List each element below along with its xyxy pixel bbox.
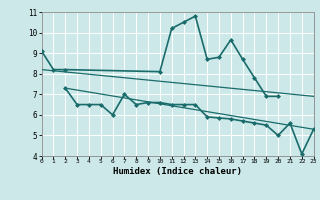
- X-axis label: Humidex (Indice chaleur): Humidex (Indice chaleur): [113, 167, 242, 176]
